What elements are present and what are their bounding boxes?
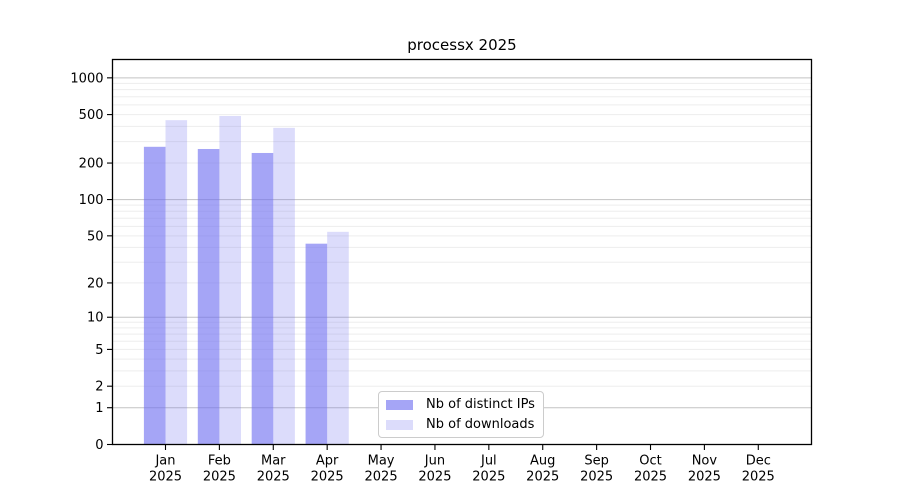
bar-apr-downloads: [327, 231, 349, 445]
legend-item-distinct-ips: Nb of distinct IPs: [386, 397, 543, 412]
y-tick-label: 20: [87, 276, 104, 291]
x-tick-label-month: May: [368, 454, 395, 469]
x-tick-label-year: 2025: [311, 470, 344, 485]
x-tick-label-year: 2025: [257, 470, 290, 485]
legend-swatch-distinct-ips: [386, 399, 413, 410]
x-tick-label-month: Oct: [639, 454, 661, 469]
x-tick-label-year: 2025: [418, 470, 451, 485]
y-tick-label: 1: [95, 401, 103, 416]
bar-apr-distinct-ips: [305, 243, 328, 445]
plot-border: [111, 58, 813, 446]
x-tick-label-year: 2025: [149, 470, 182, 485]
x-tick-label-month: Jul: [480, 454, 497, 469]
x-tick-label-year: 2025: [688, 470, 721, 485]
x-tick-label-year: 2025: [472, 470, 505, 485]
y-tick-label: 1000: [70, 71, 103, 86]
x-tick-label-year: 2025: [365, 470, 398, 485]
x-tick-label-month: Jan: [154, 454, 175, 469]
y-tick-label: 200: [79, 157, 104, 172]
x-tick-label-month: Jun: [424, 454, 445, 469]
x-tick-label-month: Apr: [316, 454, 339, 469]
legend-swatch-downloads: [386, 419, 413, 430]
chart-title: processx 2025: [407, 36, 517, 54]
y-tick-label: 2: [95, 380, 103, 395]
x-tick-label-month: Feb: [208, 454, 231, 469]
y-tick-label: 10: [87, 311, 104, 326]
y-tick-label: 100: [79, 193, 104, 208]
legend-label-distinct-ips: Nb of distinct IPs: [426, 397, 535, 412]
y-tick-label: 5: [95, 343, 103, 358]
x-tick-label-year: 2025: [634, 470, 667, 485]
y-tick-label: 500: [79, 108, 104, 123]
bar-jan-distinct-ips: [143, 146, 166, 445]
x-tick-label-month: Dec: [746, 454, 771, 469]
x-tick-label-month: Nov: [692, 454, 718, 469]
legend-item-downloads: Nb of downloads: [386, 417, 543, 432]
x-tick-label-year: 2025: [580, 470, 613, 485]
x-tick-label-year: 2025: [742, 470, 775, 485]
legend-label-downloads: Nb of downloads: [426, 417, 535, 432]
x-tick-label-year: 2025: [526, 470, 559, 485]
bar-jan-downloads: [165, 120, 188, 445]
legend: Nb of distinct IPs Nb of downloads: [378, 391, 544, 438]
x-tick-label-year: 2025: [203, 470, 236, 485]
x-tick-label-month: Sep: [584, 454, 609, 469]
y-tick-label: 0: [95, 438, 103, 453]
bar-feb-downloads: [219, 115, 241, 445]
y-tick-label: 50: [87, 229, 104, 244]
x-tick-label-month: Mar: [261, 454, 286, 469]
bar-feb-distinct-ips: [197, 148, 220, 445]
bar-mar-distinct-ips: [251, 152, 274, 445]
bar-mar-downloads: [273, 127, 295, 445]
x-tick-label-month: Aug: [530, 454, 555, 469]
